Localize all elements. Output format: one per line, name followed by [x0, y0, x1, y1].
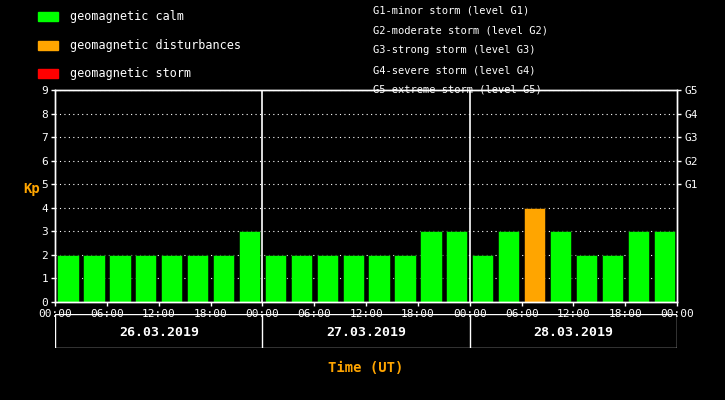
Bar [394, 255, 415, 302]
Bar [420, 231, 442, 302]
Bar [602, 255, 623, 302]
Bar [109, 255, 130, 302]
Bar [239, 231, 260, 302]
Text: G5-extreme storm (level G5): G5-extreme storm (level G5) [373, 85, 542, 95]
Text: geomagnetic storm: geomagnetic storm [70, 67, 191, 80]
Bar [472, 255, 494, 302]
Bar [38, 69, 59, 78]
Bar [368, 255, 390, 302]
Bar [498, 231, 519, 302]
Text: 26.03.2019: 26.03.2019 [119, 326, 199, 339]
Bar [135, 255, 157, 302]
Bar [291, 255, 312, 302]
Bar [317, 255, 338, 302]
Bar [550, 231, 571, 302]
Text: G4-severe storm (level G4): G4-severe storm (level G4) [373, 65, 536, 75]
Text: 27.03.2019: 27.03.2019 [326, 326, 406, 339]
Bar [576, 255, 597, 302]
Bar [265, 255, 286, 302]
Text: G2-moderate storm (level G2): G2-moderate storm (level G2) [373, 26, 548, 36]
Text: Time (UT): Time (UT) [328, 361, 404, 375]
Bar [628, 231, 649, 302]
Bar [187, 255, 208, 302]
Bar [342, 255, 364, 302]
Bar [38, 40, 59, 50]
Bar [446, 231, 468, 302]
Text: 28.03.2019: 28.03.2019 [534, 326, 613, 339]
Text: geomagnetic disturbances: geomagnetic disturbances [70, 38, 241, 52]
Bar [213, 255, 234, 302]
Text: G3-strong storm (level G3): G3-strong storm (level G3) [373, 45, 536, 55]
Bar [524, 208, 545, 302]
Bar [38, 12, 59, 21]
Y-axis label: Kp: Kp [23, 182, 40, 196]
Text: geomagnetic calm: geomagnetic calm [70, 10, 183, 23]
Bar [57, 255, 79, 302]
Bar [653, 231, 675, 302]
Text: G1-minor storm (level G1): G1-minor storm (level G1) [373, 6, 530, 16]
Bar [83, 255, 104, 302]
Bar [161, 255, 183, 302]
